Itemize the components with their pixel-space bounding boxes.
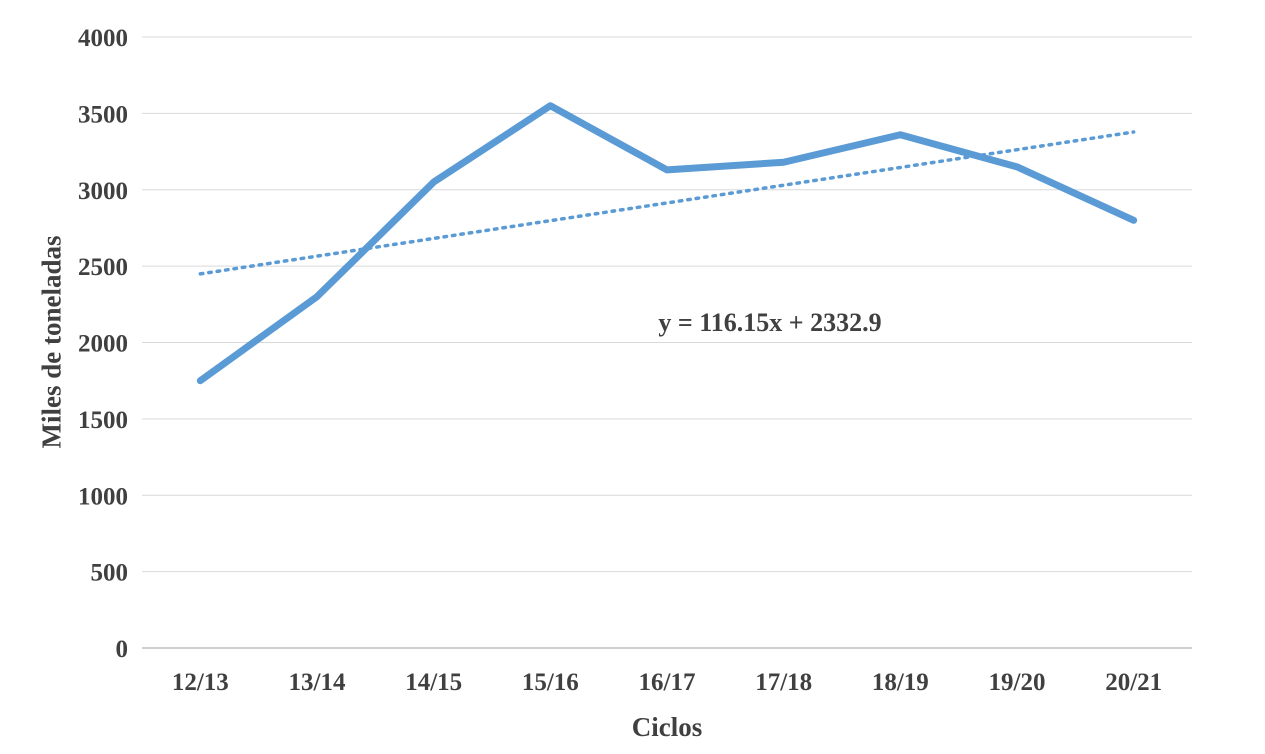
y-tick-label: 3000 xyxy=(78,178,128,205)
x-tick-label: 15/16 xyxy=(522,669,579,696)
y-tick-label: 4000 xyxy=(78,25,128,52)
y-tick-label: 3500 xyxy=(78,101,128,128)
x-axis-title: Ciclos xyxy=(631,712,703,742)
x-tick-label: 20/21 xyxy=(1105,669,1162,696)
x-tick-label: 13/14 xyxy=(289,669,346,696)
trendline xyxy=(198,130,1136,276)
y-tick-label: 500 xyxy=(91,560,129,587)
x-tick-label: 16/17 xyxy=(639,669,696,696)
x-tick-label: 17/18 xyxy=(755,669,812,696)
x-tick-label: 19/20 xyxy=(989,669,1046,696)
data-series-line xyxy=(196,102,1138,385)
y-tick-label: 1500 xyxy=(78,407,128,434)
y-tick-label: 2500 xyxy=(78,254,128,281)
x-tick-label: 12/13 xyxy=(172,669,229,696)
y-axis-title: Miles de toneladas xyxy=(36,235,67,449)
y-tick-label: 1000 xyxy=(78,483,128,510)
y-tick-label: 2000 xyxy=(78,331,128,358)
x-tick-label: 18/19 xyxy=(872,669,929,696)
y-tick-label: 0 xyxy=(116,636,129,663)
trendline-equation-label: y = 116.15x + 2332.9 xyxy=(658,308,882,337)
x-tick-label: 14/15 xyxy=(405,669,462,696)
